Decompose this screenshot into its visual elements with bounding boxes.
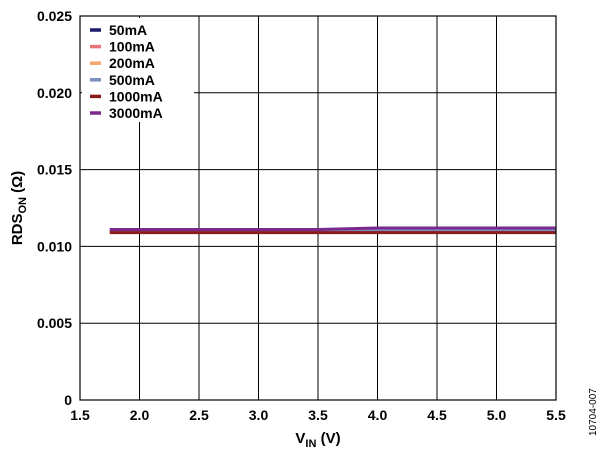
y-axis-label: RDSON (Ω) <box>9 171 29 245</box>
x-tick-label: 4.5 <box>427 407 447 423</box>
legend-label: 500mA <box>109 72 155 88</box>
series-line-3000mA <box>109 226 556 232</box>
legend-label: 3000mA <box>109 105 163 121</box>
figure-id: 10704-007 <box>588 388 599 436</box>
x-tick-labels: 1.5 2.0 2.5 3.0 3.5 4.0 4.5 5.0 5.5 <box>70 407 566 423</box>
legend-label: 100mA <box>109 39 155 55</box>
y-tick-labels: 0 0.005 0.010 0.015 0.020 0.025 <box>37 8 72 408</box>
legend-label: 200mA <box>109 55 155 71</box>
legend-background <box>82 18 194 122</box>
x-tick-label: 3.0 <box>249 407 269 423</box>
y-tick-label: 0.025 <box>37 8 72 24</box>
x-tick-label: 2.5 <box>189 407 209 423</box>
legend-label: 50mA <box>109 22 147 38</box>
y-tick-label: 0.010 <box>37 238 72 254</box>
y-tick-label: 0 <box>64 392 72 408</box>
x-tick-label: 4.0 <box>368 407 388 423</box>
grid-lines <box>79 15 557 401</box>
series-lines <box>109 226 556 235</box>
y-tick-label: 0.020 <box>37 85 72 101</box>
x-tick-label: 5.5 <box>546 407 566 423</box>
legend-label: 1000mA <box>109 88 163 104</box>
y-tick-label: 0.015 <box>37 162 72 178</box>
x-tick-label: 2.0 <box>130 407 150 423</box>
x-tick-label: 3.5 <box>308 407 328 423</box>
y-tick-label: 0.005 <box>37 315 72 331</box>
x-tick-label: 5.0 <box>487 407 507 423</box>
x-tick-label: 1.5 <box>70 407 90 423</box>
x-axis-label: VIN (V) <box>295 430 340 450</box>
plot-border <box>79 15 557 401</box>
